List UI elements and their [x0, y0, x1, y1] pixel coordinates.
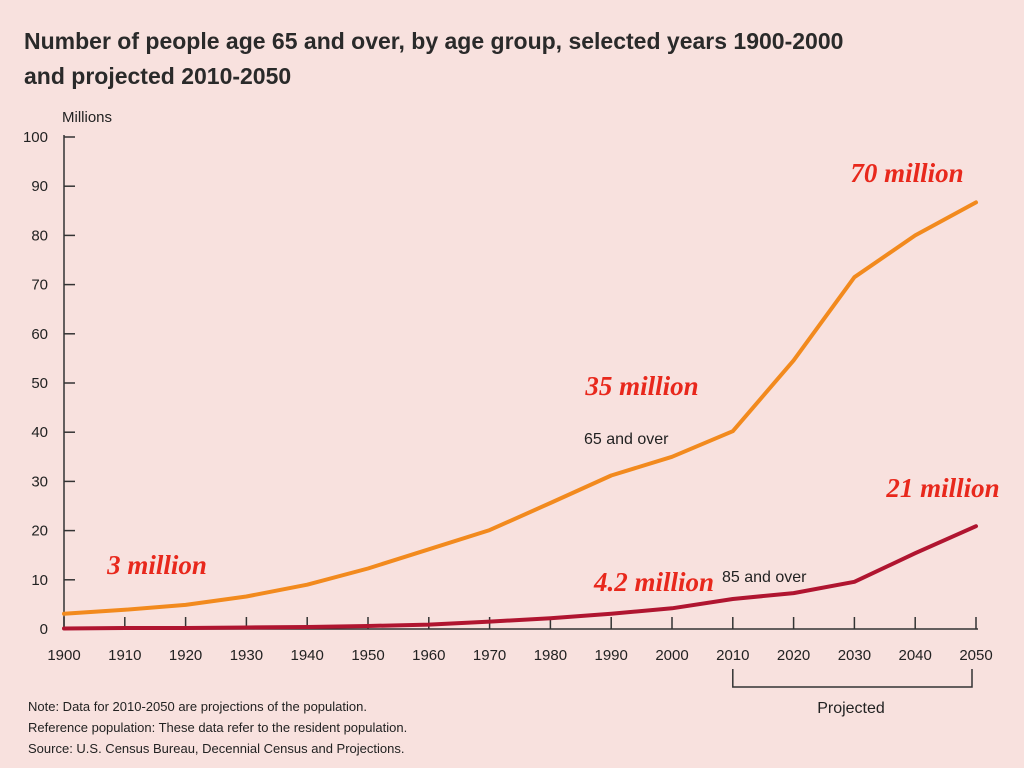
series-label-65-and-over: 65 and over	[584, 431, 669, 448]
series-line-0	[62, 200, 978, 616]
x-tick-label: 1930	[230, 647, 263, 664]
annotation-70-million: 70 million	[850, 158, 963, 188]
projected-bracket-line	[732, 669, 973, 688]
series-layer	[62, 200, 978, 631]
x-tick-label: 2000	[655, 647, 688, 664]
x-tick-label: 2050	[959, 647, 992, 664]
y-tick-label: 40	[31, 424, 48, 441]
x-tick-label: 1990	[595, 647, 628, 664]
x-tick-label: 1960	[412, 647, 445, 664]
series-label-85-and-over: 85 and over	[722, 569, 807, 586]
y-tick-label: 70	[31, 277, 48, 294]
y-tick-label: 90	[31, 178, 48, 195]
y-tick-label: 100	[23, 129, 48, 146]
y-tick-label: 10	[31, 572, 48, 589]
x-tick-label: 2020	[777, 647, 810, 664]
projected-bracket	[732, 669, 973, 688]
x-tick-label: 1920	[169, 647, 202, 664]
chart-title: Number of people age 65 and over, by age…	[24, 28, 843, 54]
annotation-21-million: 21 million	[885, 473, 999, 503]
x-tick-label: 1950	[351, 647, 384, 664]
y-tick-label: 20	[31, 523, 48, 540]
x-tick-label: 1910	[108, 647, 141, 664]
x-tick-label: 1970	[473, 647, 506, 664]
annotation-4-2-million: 4.2 million	[593, 567, 714, 597]
note-line-2: Reference population: These data refer t…	[28, 720, 407, 735]
projected-label: Projected	[817, 700, 885, 717]
annotation-3-million: 3 million	[106, 550, 207, 580]
y-tick-label: 80	[31, 227, 48, 244]
y-tick-label: 60	[31, 326, 48, 343]
chart-title-line2: and projected 2010-2050	[24, 63, 291, 89]
x-tick-label: 2030	[838, 647, 871, 664]
series-line-1	[62, 524, 978, 631]
x-tick-label: 2010	[716, 647, 749, 664]
y-tick-label: 50	[31, 375, 48, 392]
x-tick-label: 1940	[291, 647, 324, 664]
y-tick-label: 0	[40, 621, 48, 638]
x-tick-label: 1980	[534, 647, 567, 664]
x-tick-label: 1900	[47, 647, 80, 664]
x-tick-label: 2040	[899, 647, 932, 664]
note-line-3: Source: U.S. Census Bureau, Decennial Ce…	[28, 741, 404, 756]
note-line-1: Note: Data for 2010-2050 are projections…	[28, 699, 367, 714]
y-axis-label: Millions	[62, 109, 112, 126]
y-tick-label: 30	[31, 473, 48, 490]
annotation-35-million: 35 million	[584, 371, 698, 401]
